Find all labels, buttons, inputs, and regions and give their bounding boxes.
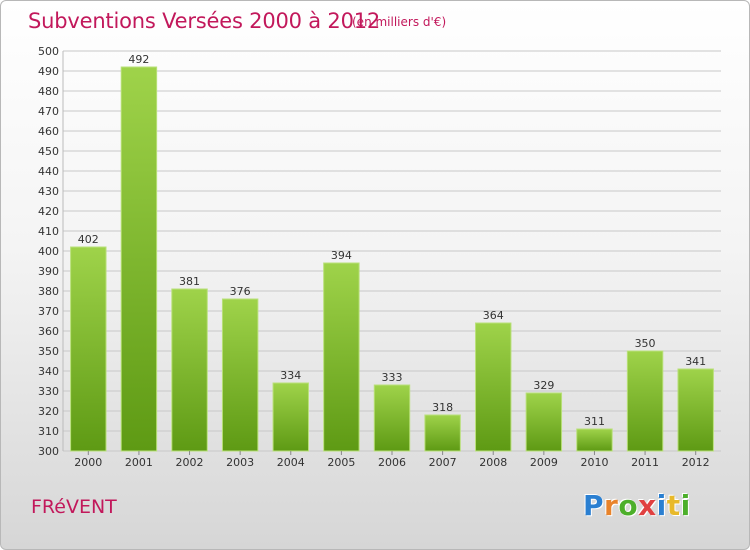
- bar-2005: [323, 262, 360, 452]
- x-tick-label: 2011: [631, 456, 659, 469]
- logo-letter: P: [583, 489, 605, 522]
- value-label: 341: [685, 355, 706, 368]
- y-axis-ticks: 300 310 320 330 340 350 360 370 380 390 400 410 420 4…: [38, 45, 59, 458]
- y-tick-label: 490: [38, 65, 59, 78]
- logo-letter: t: [666, 489, 681, 522]
- bar-2002: [171, 288, 208, 452]
- bar-2007: [424, 414, 461, 452]
- proxiti-logo[interactable]: Proxiti: [583, 489, 691, 522]
- value-label: 394: [331, 249, 352, 262]
- x-axis-ticks: 2000 2001 2002 2003 2004 2005 2006 2007 2008 2009…: [74, 451, 710, 469]
- y-tick-label: 320: [38, 405, 59, 418]
- value-label: 492: [128, 53, 149, 66]
- value-label: 364: [483, 309, 504, 322]
- y-tick-label: 410: [38, 225, 59, 238]
- y-tick-label: 470: [38, 105, 59, 118]
- bar-2000: [70, 246, 107, 452]
- bars: [70, 66, 714, 452]
- bar-2006: [373, 384, 411, 452]
- bar-2001: [120, 66, 158, 452]
- value-label: 329: [533, 379, 554, 392]
- logo-letter: r: [604, 489, 619, 522]
- chart-title: Subventions Versées 2000 à 2012: [28, 9, 381, 33]
- x-tick-label: 2006: [378, 456, 406, 469]
- y-tick-label: 370: [38, 305, 59, 318]
- bar-2011: [626, 350, 664, 452]
- y-tick-label: 500: [38, 45, 59, 58]
- x-tick-label: 2007: [429, 456, 457, 469]
- y-tick-label: 480: [38, 85, 59, 98]
- value-label: 318: [432, 401, 453, 414]
- value-label: 350: [635, 337, 656, 350]
- y-tick-label: 340: [38, 365, 59, 378]
- x-tick-label: 2010: [580, 456, 608, 469]
- y-tick-label: 420: [38, 205, 59, 218]
- bar-2004: [272, 382, 309, 452]
- bar-2010: [576, 428, 613, 452]
- y-tick-label: 360: [38, 325, 59, 338]
- bar-2009: [525, 392, 563, 452]
- y-tick-label: 330: [38, 385, 59, 398]
- value-labels: 402 492 381 376 334 394 333 318 364 329 311 350 341: [78, 53, 706, 428]
- logo-letter: x: [638, 489, 657, 522]
- bar-2012: [677, 368, 714, 452]
- x-tick-label: 2009: [530, 456, 558, 469]
- y-tick-label: 440: [38, 165, 59, 178]
- value-label: 376: [230, 285, 251, 298]
- value-label: 402: [78, 233, 99, 246]
- x-tick-label: 2005: [327, 456, 355, 469]
- x-tick-label: 2008: [479, 456, 507, 469]
- y-tick-label: 350: [38, 345, 59, 358]
- chart-subtitle: (en milliers d'€): [352, 15, 447, 29]
- value-label: 311: [584, 415, 605, 428]
- city-name: FRéVENT: [31, 496, 117, 518]
- y-tick-label: 300: [38, 445, 59, 458]
- value-label: 333: [382, 371, 403, 384]
- y-tick-label: 390: [38, 265, 59, 278]
- y-tick-label: 310: [38, 425, 59, 438]
- bar-2008: [475, 322, 512, 452]
- y-tick-label: 400: [38, 245, 59, 258]
- bar-2003: [221, 298, 259, 452]
- x-tick-label: 2012: [682, 456, 710, 469]
- y-tick-label: 460: [38, 125, 59, 138]
- x-tick-label: 2001: [125, 456, 153, 469]
- logo-letter: i: [680, 489, 691, 522]
- y-tick-label: 430: [38, 185, 59, 198]
- x-tick-label: 2003: [226, 456, 254, 469]
- y-tick-label: 450: [38, 145, 59, 158]
- y-tick-label: 380: [38, 285, 59, 298]
- x-tick-label: 2004: [277, 456, 305, 469]
- value-label: 334: [280, 369, 301, 382]
- value-label: 381: [179, 275, 200, 288]
- x-tick-label: 2000: [74, 456, 102, 469]
- logo-letter: i: [656, 489, 667, 522]
- x-tick-label: 2002: [176, 456, 204, 469]
- logo-letter: o: [618, 489, 639, 522]
